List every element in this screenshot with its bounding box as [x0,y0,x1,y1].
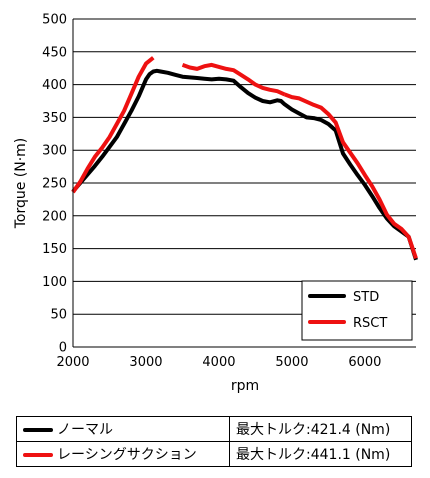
summary-value-cell: 最大トルク:421.4 (Nm) [229,416,412,442]
y-tick-label: 400 [42,78,67,93]
summary-label: レーシングサクション [57,447,197,463]
max-torque-table: ノーマル 最大トルク:421.4 (Nm) レーシングサクション 最大トルク:4… [16,416,412,467]
y-tick-label: 0 [59,341,67,356]
series-line-std [71,68,418,261]
x-tick-label: 2000 [56,355,89,370]
y-tick-label: 200 [42,209,67,224]
legend-label-rsct: RSCT [353,316,387,331]
y-axis-title: Torque (N·m) [13,138,29,230]
chart-axes: 0 50 100 150 200 250 300 350 400 450 500 2000 3000 40… [42,13,416,370]
chart-series [71,56,418,261]
series-swatch-racing-suction [23,453,53,457]
y-tick-label: 350 [42,111,67,126]
table-row: ノーマル 最大トルク:421.4 (Nm) [16,416,412,442]
x-tick-label: 3000 [129,355,162,370]
summary-value-cell: 最大トルク:441.1 (Nm) [229,441,412,467]
y-tick-label: 150 [42,242,67,257]
y-tick-label: 100 [42,275,67,290]
legend-box [301,280,413,341]
table-row: レーシングサクション 最大トルク:441.1 (Nm) [16,441,412,467]
y-tick-label: 300 [42,144,67,159]
y-tick-label: 250 [42,177,67,192]
y-tick-label: 500 [42,13,67,28]
legend-label-std: STD [353,290,379,305]
y-tick-label: 450 [42,45,67,60]
torque-chart: 0 50 100 150 200 250 300 350 400 450 500 2000 3000 40… [13,13,418,394]
x-tick-label: 5000 [275,355,308,370]
series-line-rsct [71,56,155,194]
chart-grid [73,18,416,315]
chart-legend: STD RSCT [301,280,413,341]
y-tick-label: 50 [50,308,67,323]
x-tick-label: 6000 [348,355,381,370]
series-line-rsct [283,92,418,260]
summary-label: ノーマル [57,422,113,438]
summary-label-cell: ノーマル [16,416,230,442]
series-swatch-normal [23,428,53,432]
summary-label-cell: レーシングサクション [16,441,230,467]
x-axis-title: rpm [231,378,259,394]
series-line-rsct [181,62,286,97]
x-tick-label: 4000 [202,355,235,370]
